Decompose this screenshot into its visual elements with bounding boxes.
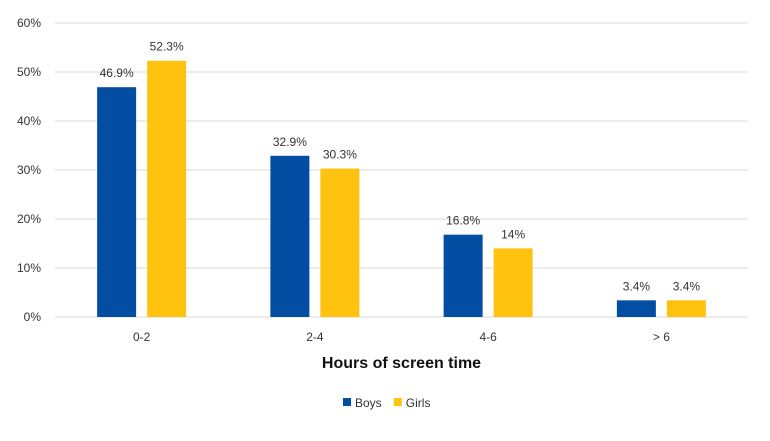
x-axis-tick-labels: 0-2 2-4 4-6 > 6 (133, 330, 670, 344)
legend-swatch-boys (343, 398, 351, 406)
data-label-boys-0: 46.9% (100, 66, 134, 80)
legend: Boys Girls (343, 396, 430, 410)
data-label-girls-1: 30.3% (323, 148, 357, 162)
bar-girls-3 (666, 300, 706, 317)
y-tick-label: 10% (17, 261, 41, 275)
y-tick-label: 40% (17, 114, 41, 128)
data-label-girls-3: 3.4% (673, 279, 701, 293)
y-tick-label: 20% (17, 212, 41, 226)
x-tick-label: > 6 (653, 330, 670, 344)
bar-boys-2 (443, 234, 483, 317)
x-tick-label: 4-6 (479, 330, 497, 344)
bars (97, 60, 706, 317)
x-axis-title: Hours of screen time (322, 355, 481, 372)
x-tick-label: 2-4 (306, 330, 324, 344)
bar-boys-3 (616, 300, 656, 317)
data-label-boys-3: 3.4% (623, 279, 651, 293)
bar-girls-1 (320, 168, 360, 317)
data-label-boys-1: 32.9% (273, 135, 307, 149)
x-tick-label: 0-2 (133, 330, 151, 344)
data-label-boys-2: 16.8% (446, 214, 480, 228)
data-labels: 46.9% 52.3% 32.9% 30.3% 16.8% 14% 3.4% 3.4% (100, 40, 701, 294)
y-tick-label: 50% (17, 65, 41, 79)
legend-swatch-girls (393, 398, 402, 406)
bar-boys-1 (270, 155, 310, 317)
y-tick-label: 0% (24, 310, 42, 324)
legend-label-boys: Boys (355, 396, 382, 410)
data-label-girls-0: 52.3% (150, 40, 184, 54)
bar-girls-2 (493, 248, 533, 317)
y-axis-tick-labels: 0% 10% 20% 30% 40% 50% 60% (17, 16, 41, 324)
bar-boys-0 (97, 87, 137, 317)
legend-label-girls: Girls (406, 396, 431, 410)
bar-girls-0 (147, 60, 187, 317)
y-tick-label: 30% (17, 163, 41, 177)
y-tick-label: 60% (17, 16, 41, 30)
data-label-girls-2: 14% (501, 227, 525, 241)
